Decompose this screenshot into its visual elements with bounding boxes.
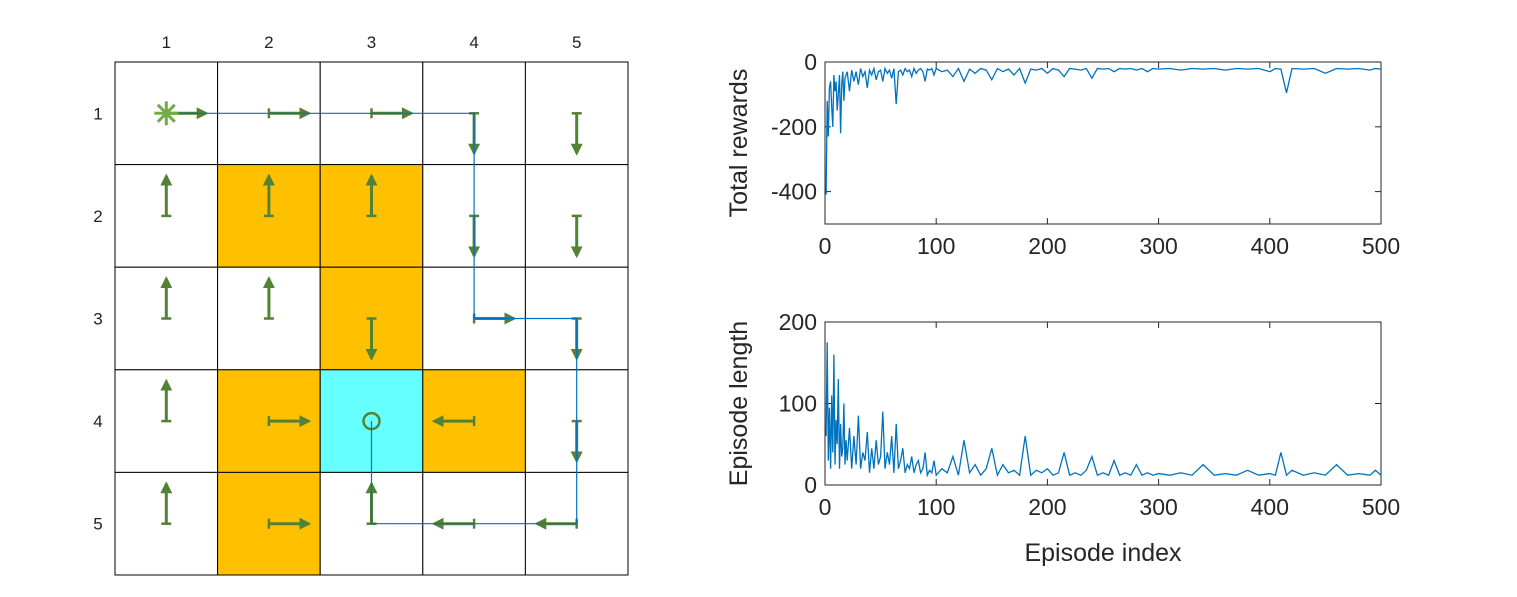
plot-area bbox=[824, 321, 1382, 486]
x-tick-label: 200 bbox=[1028, 233, 1066, 259]
x-tick-label: 0 bbox=[819, 233, 832, 259]
y-tick-label: 200 bbox=[779, 309, 817, 335]
x-tick-label: 500 bbox=[1362, 494, 1400, 520]
x-tick-label: 300 bbox=[1139, 494, 1177, 520]
y-tick-label: -200 bbox=[771, 114, 817, 140]
y-tick-label: -400 bbox=[771, 179, 817, 205]
x-tick-label: 500 bbox=[1362, 233, 1400, 259]
row-label: 3 bbox=[93, 310, 102, 329]
series-line-0 bbox=[825, 66, 1382, 195]
trajectory-path bbox=[166, 112, 578, 525]
row-label: 5 bbox=[93, 515, 102, 534]
series-line-0 bbox=[825, 342, 1382, 478]
column-label: 1 bbox=[162, 33, 171, 52]
x-axis-label: Episode index bbox=[1024, 539, 1182, 567]
total-rewards-chart: 0 100 200 300 400 500 -400 -200 0 Total rewards bbox=[725, 49, 1400, 259]
x-tick-label: 300 bbox=[1139, 233, 1177, 259]
plot-area bbox=[824, 61, 1382, 225]
row-label: 4 bbox=[93, 412, 102, 431]
x-tick-label: 400 bbox=[1251, 233, 1289, 259]
y-tick-label: 100 bbox=[779, 391, 817, 417]
x-tick-label: 200 bbox=[1028, 494, 1066, 520]
column-label: 4 bbox=[469, 33, 478, 52]
column-label: 5 bbox=[572, 33, 581, 52]
column-label: 3 bbox=[367, 33, 376, 52]
row-label: 1 bbox=[93, 104, 102, 123]
episode-length-chart: 0 100 200 300 400 500 0 100 200 Episode length Epi… bbox=[725, 309, 1400, 567]
x-tick-label: 400 bbox=[1251, 494, 1289, 520]
column-label: 2 bbox=[264, 33, 273, 52]
row-label: 2 bbox=[93, 207, 102, 226]
y-tick-label: 0 bbox=[804, 472, 817, 498]
grid-world: 1 2 3 4 5 1 2 3 4 5 bbox=[93, 33, 629, 576]
y-tick-label: 0 bbox=[804, 49, 817, 75]
x-tick-label: 100 bbox=[917, 494, 955, 520]
y-axis-label: Episode length bbox=[725, 321, 753, 486]
start-asterisk-icon bbox=[154, 101, 179, 126]
x-tick-label: 100 bbox=[917, 233, 955, 259]
y-axis-label: Total rewards bbox=[725, 69, 753, 218]
x-tick-label: 0 bbox=[819, 494, 832, 520]
